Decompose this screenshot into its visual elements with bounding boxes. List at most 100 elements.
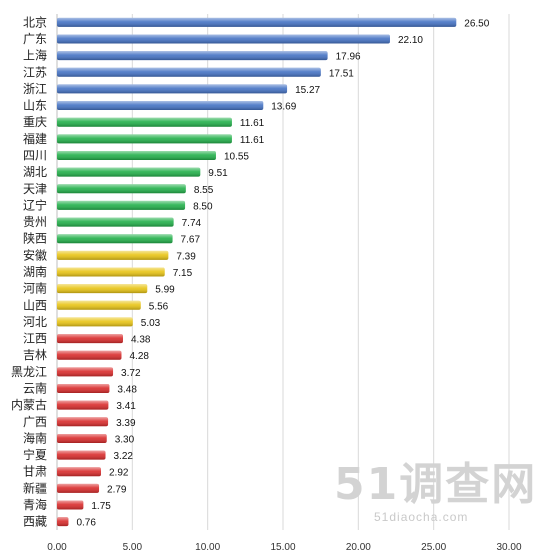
bar-gloss [57,250,169,260]
value-label: 8.50 [193,201,213,212]
bar [57,367,114,377]
bar [57,51,328,61]
bar-gloss [57,17,457,27]
category-label: 江西 [23,332,47,346]
category-label: 甘肃 [23,465,47,479]
x-tick-labels: 0.00 5.00 10.00 15.00 20.00 25.00 30.00 [47,542,522,553]
value-label: 13.69 [271,102,296,113]
bar [57,267,165,277]
x-tick-label: 30.00 [496,542,521,553]
value-label: 3.39 [116,418,136,429]
bar-gloss [57,51,328,61]
x-tick-label: 5.00 [123,542,143,553]
watermark-logo: 51调查网 [334,459,536,510]
category-label: 广东 [23,32,47,46]
bar-gloss [57,483,100,493]
bar [57,467,101,477]
value-label: 10.55 [224,151,249,162]
x-tick-label: 0.00 [47,542,67,553]
bar [57,101,264,111]
category-label: 上海 [23,48,47,63]
watermark-url: 51diaocha.com [374,510,469,524]
bar-gloss [57,517,69,527]
value-label: 5.03 [141,318,161,329]
category-label: 内蒙古 [11,397,47,412]
value-label: 4.28 [129,351,149,362]
value-labels: 26.50 22.10 17.96 17.51 15.27 13.69 11.61 11.61… [76,18,489,528]
category-label: 新疆 [23,480,47,495]
value-label: 17.51 [329,68,354,79]
bar [57,200,186,210]
category-labels: 北京广东上海江苏浙江山东重庆福建四川湖北天津辽宁贵州陕西安徽湖南河南山西河北江西… [11,15,47,528]
category-label: 北京 [23,15,47,29]
bar [57,84,288,94]
x-gridlines [131,14,510,530]
bar [57,433,107,443]
bar [57,117,232,127]
bar [57,67,321,77]
bar-gloss [57,67,321,77]
category-label: 河北 [23,315,47,329]
category-label: 陕西 [23,231,47,246]
bar-gloss [57,317,133,327]
bar-gloss [57,134,232,144]
bar-gloss [57,334,123,344]
category-label: 云南 [23,381,47,396]
bars [57,17,457,527]
bar-gloss [57,217,174,227]
watermark: 51调查网 51diaocha.com [334,460,535,530]
bar-gloss [57,284,148,294]
category-label: 贵州 [23,215,47,229]
category-label: 西藏 [23,515,47,529]
category-label: 福建 [23,131,47,146]
bar-gloss [57,433,107,443]
x-tick-label: 20.00 [346,542,371,553]
bar [57,384,110,394]
x-tick-label: 10.00 [195,542,220,553]
category-label: 四川 [23,148,47,162]
value-label: 17.96 [336,52,361,63]
bar [57,167,201,177]
bar-gloss [57,500,84,510]
value-label: 11.61 [240,118,265,129]
bar [57,334,123,344]
bar-gloss [57,101,264,111]
bar [57,317,133,327]
bar-gloss [57,384,110,394]
value-label: 0.76 [76,518,96,529]
category-label: 湖北 [23,164,47,179]
value-label: 7.67 [181,235,201,246]
bar [57,17,457,27]
bar [57,34,390,44]
category-label: 广西 [23,415,47,429]
value-label: 3.72 [121,368,141,379]
value-label: 3.48 [117,385,137,396]
bar-gloss [57,300,141,310]
value-label: 11.61 [240,135,265,146]
bar [57,500,84,510]
value-label: 5.56 [149,301,169,312]
value-label: 7.39 [176,251,196,262]
value-label: 5.99 [155,285,175,296]
bar [57,234,173,244]
category-label: 宁夏 [23,447,47,462]
bar-gloss [57,400,109,410]
category-label: 湖南 [23,264,47,279]
bar [57,417,109,427]
value-label: 22.10 [398,35,423,46]
bar [57,483,100,493]
category-label: 安徽 [23,247,47,262]
bar-gloss [57,350,122,360]
value-label: 8.55 [194,185,214,196]
value-label: 1.75 [91,501,111,512]
bar [57,350,122,360]
bar-gloss [57,417,109,427]
category-label: 浙江 [23,82,47,96]
bar-gloss [57,150,216,160]
value-label: 7.15 [173,268,193,279]
category-label: 河南 [23,281,47,296]
value-label: 7.74 [182,218,202,229]
bar [57,134,232,144]
bar-gloss [57,184,186,194]
